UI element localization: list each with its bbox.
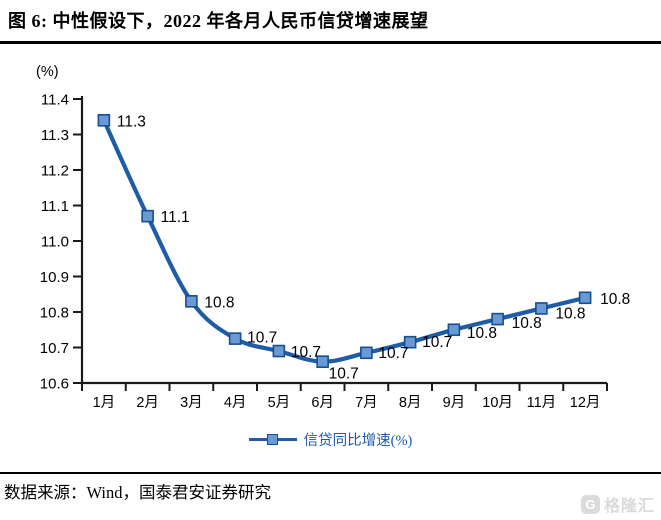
x-tick-label: 9月 [443,395,466,411]
gelonghui-brand-text: 格隆汇 [603,498,655,515]
data-point-marker [491,312,504,326]
data-point-marker [272,344,286,358]
data-point-label: 10.7 [291,344,321,361]
x-tick-label: 1月 [93,395,116,411]
data-point-marker [447,323,461,337]
y-tick-label: 11.4 [41,92,69,109]
data-point-marker [316,355,329,369]
data-source-note: 数据来源：Wind，国泰君安证券研究 [4,483,271,502]
data-point-label: 10.8 [512,315,542,332]
x-tick-label: 5月 [268,395,291,411]
data-point-marker [141,209,154,223]
y-axis-unit-label: (%) [36,64,59,80]
y-tick-label: 10.6 [40,376,69,393]
data-point-label: 10.7 [329,366,359,383]
title-divider-rule [0,41,661,44]
data-point-label: 11.3 [117,113,146,130]
x-tick-label: 10月 [482,395,513,411]
y-tick-label: 11.1 [41,198,69,215]
data-point-marker [228,332,242,345]
x-tick-label: 8月 [399,395,422,411]
data-point-label: 10.8 [467,325,497,342]
data-point-label: 10.7 [422,334,452,351]
chart-legend: 信贷同比增速(%) [0,429,661,449]
data-point-marker [578,291,592,305]
gelonghui-watermark: G 格隆汇 [580,492,655,516]
legend-series-label: 信贷同比增速(%) [303,432,413,449]
plot-area: 11.4 11.3 11.2 11.1 11.0 10.9 10.8 10.7 10.6 1月 2月… [40,92,631,412]
figure-title: 图 6: 中性假设下，2022 年各月人民币信贷增速展望 [8,11,429,31]
y-tick-label: 11.0 [41,234,69,251]
x-tick-label: 3月 [180,395,203,411]
x-tick-label: 6月 [311,395,334,411]
y-tick-label: 10.8 [40,305,69,322]
data-point-label: 10.7 [378,345,408,362]
y-tick-label: 11.2 [41,163,69,180]
x-tick-label: 12月 [570,395,601,411]
data-point-marker [403,335,417,349]
gelonghui-logo-icon: G [580,494,600,514]
data-point-label: 11.1 [161,209,190,226]
data-point-label: 10.8 [204,294,234,311]
data-point-marker [185,295,198,308]
x-tick-label: 4月 [224,395,247,411]
data-point-marker [97,114,111,127]
credit-growth-line-chart: (%) 11.4 11.3 11.2 11.1 11.0 10.9 10.8 10.7 10.6… [36,64,631,412]
y-tick-label: 10.9 [40,269,69,286]
data-point-marker [535,302,548,315]
y-tick-label: 10.7 [40,340,69,357]
data-point-label: 10.7 [247,330,277,347]
legend-square-marker-icon [266,433,278,445]
x-tick-label: 2月 [136,395,159,411]
data-point-label: 10.8 [600,291,630,308]
data-point-label: 10.8 [555,305,585,322]
x-tick-label: 7月 [355,395,378,411]
y-tick-label: 11.3 [41,127,69,144]
legend-line-marker-swatch [248,433,297,445]
x-tick-label: 11月 [527,395,557,411]
data-point-marker [360,346,373,360]
footer-divider-rule [0,472,661,474]
